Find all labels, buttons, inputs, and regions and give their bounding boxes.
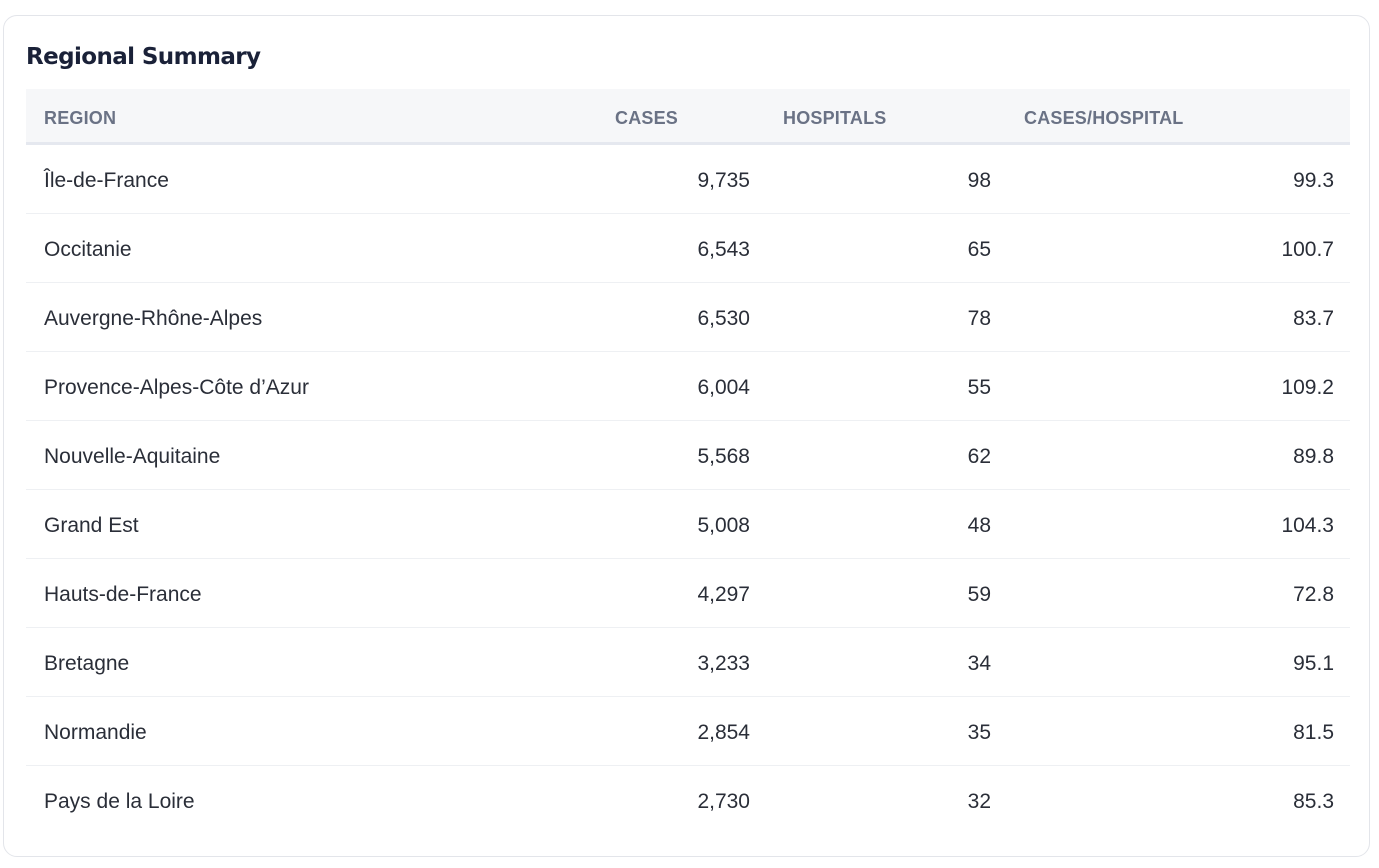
cases-per-hospital-cell: 85.3 <box>1293 790 1334 813</box>
table-row: Hauts-de-France 4,297 59 72.8 <box>26 559 1350 628</box>
column-header-region: REGION <box>44 108 117 128</box>
cases-per-hospital-cell: 109.2 <box>1281 376 1334 399</box>
region-cell: Hauts-de-France <box>44 583 202 606</box>
cases-per-hospital-cell: 81.5 <box>1293 721 1334 744</box>
cases-cell: 5,008 <box>697 514 750 537</box>
hospitals-cell: 32 <box>967 790 991 813</box>
table-row: Auvergne-Rhône-Alpes 6,530 78 83.7 <box>26 283 1350 352</box>
column-header-hospitals: HOSPITALS <box>783 108 887 128</box>
cases-cell: 2,854 <box>697 721 750 744</box>
hospitals-cell: 62 <box>967 445 991 468</box>
table-row: Grand Est 5,008 48 104.3 <box>26 490 1350 559</box>
cases-per-hospital-cell: 83.7 <box>1293 307 1334 330</box>
regional-summary-card: Regional Summary REGION CASES HOSPITALS … <box>3 15 1370 857</box>
column-header-cases-per-hospital: CASES/HOSPITAL <box>1024 108 1184 128</box>
hospitals-cell: 78 <box>967 307 991 330</box>
cases-cell: 9,735 <box>697 169 750 192</box>
region-cell: Provence-Alpes-Côte d’Azur <box>44 376 309 399</box>
hospitals-cell: 48 <box>967 514 991 537</box>
table-row: Provence-Alpes-Côte d’Azur 6,004 55 109.… <box>26 352 1350 421</box>
region-cell: Bretagne <box>44 652 130 675</box>
cases-cell: 6,530 <box>697 307 750 330</box>
region-cell: Île-de-France <box>44 169 169 192</box>
cases-cell: 6,543 <box>697 238 750 261</box>
hospitals-cell: 65 <box>967 238 991 261</box>
cases-per-hospital-cell: 95.1 <box>1293 652 1334 675</box>
cases-per-hospital-cell: 72.8 <box>1293 583 1334 606</box>
cases-per-hospital-cell: 104.3 <box>1281 514 1334 537</box>
table-row: Pays de la Loire 2,730 32 85.3 <box>26 766 1350 835</box>
cases-cell: 3,233 <box>697 652 750 675</box>
table-body: Île-de-France 9,735 98 99.3 Occitanie 6,… <box>26 145 1350 835</box>
cases-cell: 6,004 <box>697 376 750 399</box>
region-cell: Occitanie <box>44 238 132 261</box>
column-header-cases: CASES <box>615 108 679 128</box>
table-header: REGION CASES HOSPITALS CASES/HOSPITAL <box>26 89 1350 145</box>
table-row: Nouvelle-Aquitaine 5,568 62 89.8 <box>26 421 1350 490</box>
table-row: Bretagne 3,233 34 95.1 <box>26 628 1350 697</box>
hospitals-cell: 34 <box>967 652 991 675</box>
region-cell: Normandie <box>44 721 147 744</box>
table-row: Normandie 2,854 35 81.5 <box>26 697 1350 766</box>
cases-per-hospital-cell: 99.3 <box>1293 169 1334 192</box>
region-cell: Pays de la Loire <box>44 790 195 813</box>
region-cell: Grand Est <box>44 514 139 537</box>
table-row: Occitanie 6,543 65 100.7 <box>26 214 1350 283</box>
cases-per-hospital-cell: 89.8 <box>1293 445 1334 468</box>
region-cell: Auvergne-Rhône-Alpes <box>44 307 263 330</box>
hospitals-cell: 35 <box>967 721 991 744</box>
cases-cell: 2,730 <box>697 790 750 813</box>
hospitals-cell: 59 <box>967 583 991 606</box>
card-title: Regional Summary <box>26 44 261 70</box>
cases-per-hospital-cell: 100.7 <box>1281 238 1334 261</box>
hospitals-cell: 98 <box>967 169 991 192</box>
cases-cell: 5,568 <box>697 445 750 468</box>
cases-cell: 4,297 <box>697 583 750 606</box>
regional-summary-table: REGION CASES HOSPITALS CASES/HOSPITAL Îl… <box>26 89 1350 835</box>
hospitals-cell: 55 <box>967 376 991 399</box>
table-row: Île-de-France 9,735 98 99.3 <box>26 145 1350 214</box>
region-cell: Nouvelle-Aquitaine <box>44 445 221 468</box>
